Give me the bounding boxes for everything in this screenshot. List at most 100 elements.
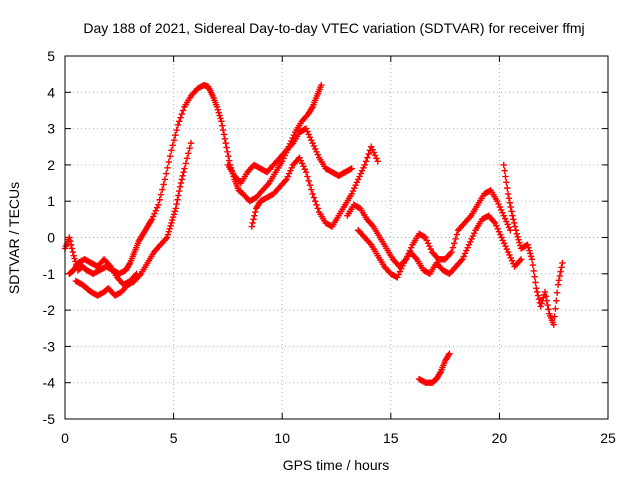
data-point [427, 245, 434, 253]
data-point [170, 137, 178, 144]
data-point [249, 219, 256, 227]
data-point [71, 255, 78, 262]
data-point [174, 196, 181, 203]
data-point [348, 190, 355, 198]
y-tick-label: -5 [43, 411, 56, 427]
data-point [304, 173, 311, 180]
data-point [371, 152, 379, 159]
data-point [446, 350, 453, 357]
data-point [308, 186, 315, 193]
data-point [250, 216, 257, 223]
series-early-mid [66, 256, 140, 288]
series-mid-lower [248, 143, 381, 230]
y-tick-label: -3 [43, 338, 56, 354]
data-point [181, 165, 188, 172]
data-point [186, 145, 193, 152]
data-point [156, 196, 163, 203]
data-point [527, 253, 535, 260]
data-point [365, 150, 372, 158]
data-point [168, 219, 175, 227]
data-point [509, 212, 516, 219]
chart-title: Day 188 of 2021, Sidereal Day-to-day VTE… [83, 20, 584, 36]
data-point [506, 251, 513, 259]
data-point [165, 228, 173, 235]
series-late-tail [500, 161, 566, 328]
data-point [164, 164, 171, 172]
data-point [213, 103, 221, 111]
data-point [544, 301, 551, 309]
data-point [178, 110, 186, 118]
data-point [469, 232, 477, 240]
data-point [349, 187, 357, 195]
data-point [362, 158, 370, 165]
data-point [182, 160, 189, 167]
data-point [499, 209, 506, 217]
data-point [500, 212, 507, 219]
data-point [513, 230, 520, 238]
data-point [312, 198, 319, 205]
data-point [69, 248, 77, 256]
data-point [558, 264, 565, 271]
data-point [542, 293, 550, 300]
data-point [356, 173, 363, 180]
data-point [399, 262, 406, 270]
y-tick-label: 5 [47, 48, 55, 64]
data-point [422, 234, 429, 241]
data-point [494, 225, 501, 232]
data-point [166, 152, 174, 160]
data-point [527, 250, 534, 257]
data-point [555, 277, 563, 284]
data-point [279, 158, 286, 165]
data-point [508, 208, 515, 215]
data-point [535, 296, 543, 303]
data-point [151, 210, 158, 217]
data-point [175, 192, 182, 199]
data-point [408, 244, 415, 251]
data-point [423, 237, 431, 244]
data-point [285, 170, 293, 177]
data-point [394, 274, 401, 281]
data-point [314, 205, 322, 212]
data-point [305, 131, 312, 138]
data-point [502, 173, 509, 180]
x-tick-label: 15 [383, 430, 399, 446]
data-point [464, 244, 471, 251]
data-point [553, 297, 560, 304]
data-point [172, 131, 179, 139]
data-point [179, 107, 187, 114]
data-point [67, 237, 74, 245]
data-point [370, 149, 378, 156]
data-point [448, 248, 455, 256]
data-point [308, 137, 315, 144]
data-point [537, 303, 544, 310]
grid-lines [65, 56, 608, 419]
data-point [515, 236, 522, 243]
data-point [173, 126, 180, 134]
data-point [157, 191, 165, 198]
x-tick-label: 10 [274, 430, 290, 446]
data-point [550, 321, 557, 328]
y-tick-label: 0 [47, 230, 55, 246]
series-late-lower [355, 212, 525, 281]
data-point [514, 233, 521, 240]
data-point [355, 176, 362, 183]
data-point [449, 244, 457, 251]
data-point [161, 176, 169, 183]
data-point [495, 228, 503, 235]
x-tick-label: 25 [600, 430, 616, 446]
data-point [347, 166, 354, 173]
data-point [525, 244, 532, 251]
data-point [360, 164, 367, 172]
data-point [218, 118, 225, 125]
data-point [214, 106, 222, 113]
data-point [215, 109, 222, 116]
data-point [463, 247, 470, 254]
data-point [398, 265, 405, 272]
data-point [160, 181, 167, 188]
data-point [453, 231, 461, 238]
data-point [284, 173, 292, 180]
data-point [348, 165, 355, 172]
data-point [507, 254, 514, 262]
data-point [358, 167, 366, 174]
